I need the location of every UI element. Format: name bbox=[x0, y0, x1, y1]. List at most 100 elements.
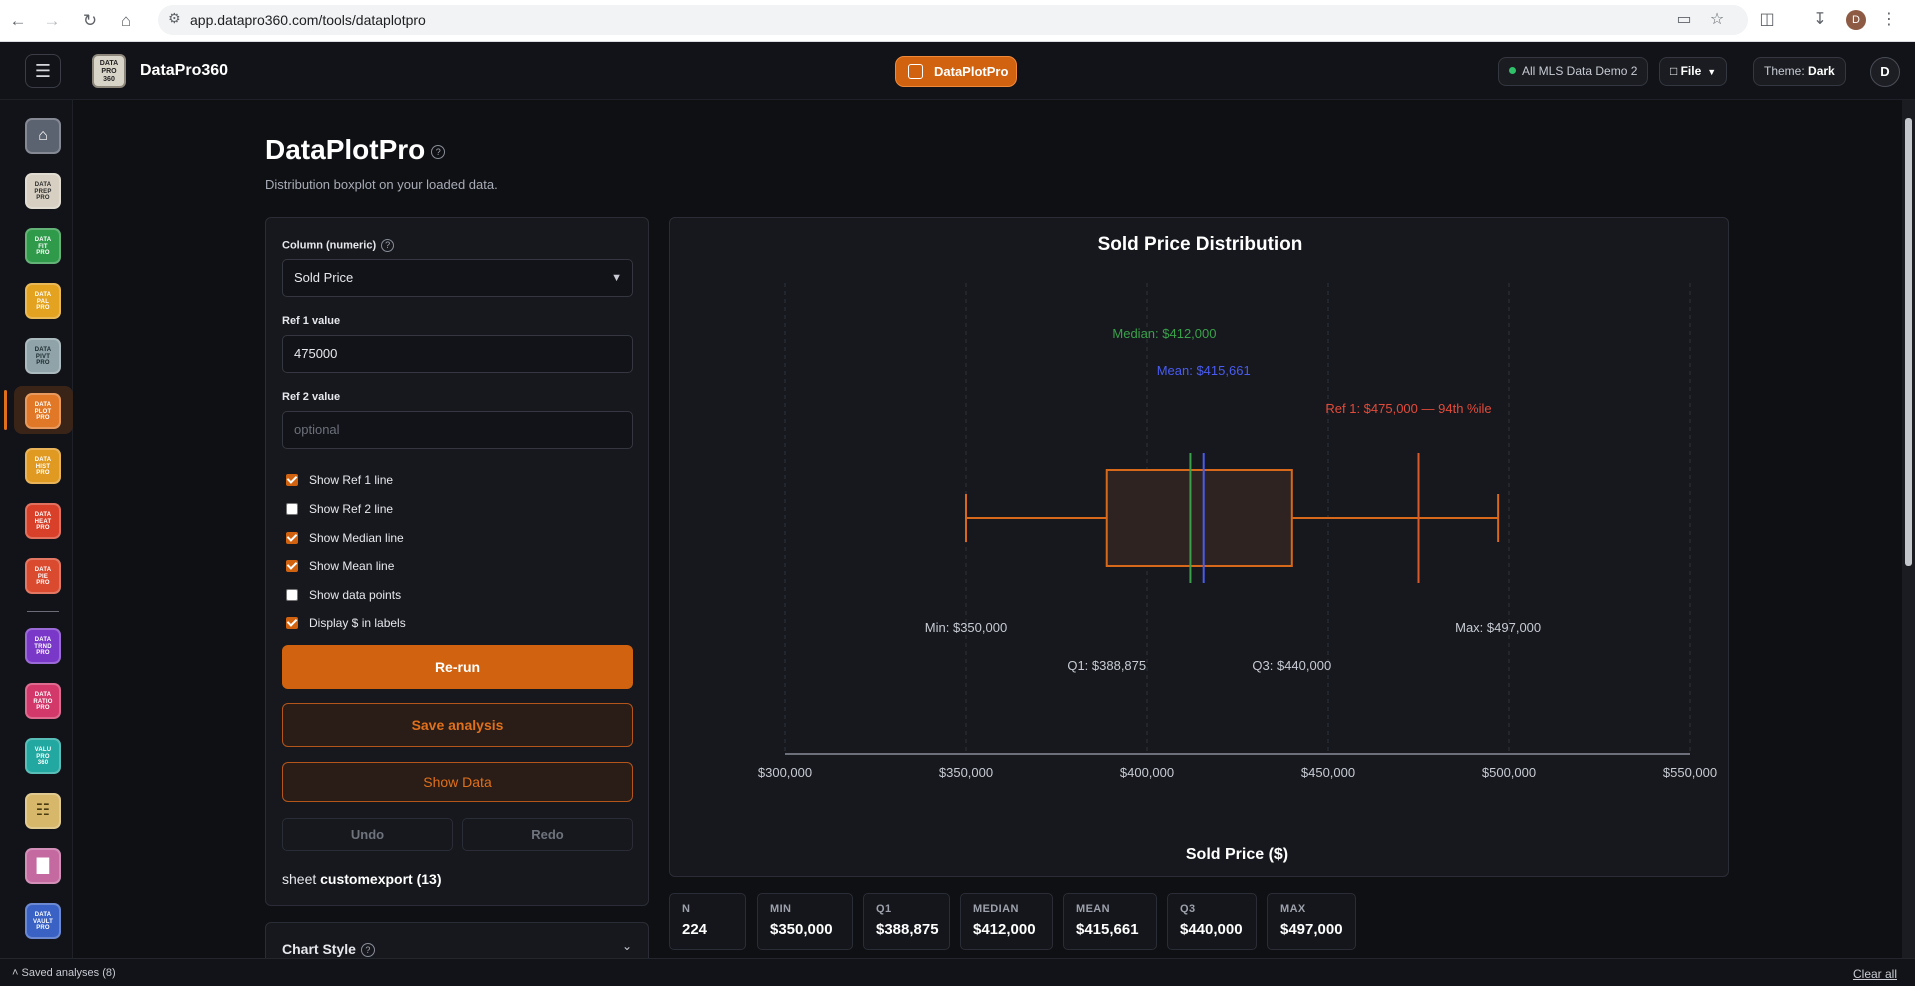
chevron-down-icon: ▼ bbox=[611, 272, 622, 284]
sidebar-item-data-heat-pro[interactable]: DATA HEAT PRO bbox=[25, 503, 61, 539]
app-header: ☰ DATA PRO 360 DataPro360 DataPlotPro Al… bbox=[0, 42, 1915, 100]
x-tick-label: $400,000 bbox=[1120, 765, 1174, 780]
column-help-icon[interactable]: ? bbox=[381, 239, 395, 252]
q1-label: Q1: $388,875 bbox=[1067, 658, 1146, 673]
x-axis-label: Sold Price ($) bbox=[1186, 846, 1288, 863]
checkbox[interactable] bbox=[286, 617, 298, 629]
sidebar-item-report-builder[interactable]: ☷ bbox=[25, 793, 61, 829]
sidebar-item-data-pal-pro[interactable]: DATA PAL PRO bbox=[25, 283, 61, 319]
sidebar-item-bar-report[interactable]: ▇ bbox=[25, 848, 61, 884]
checkbox[interactable] bbox=[286, 474, 298, 486]
ref1-input[interactable]: 475000 bbox=[282, 335, 633, 373]
brand-name: DataPro360 bbox=[140, 62, 229, 79]
x-tick-label: $500,000 bbox=[1482, 765, 1536, 780]
checkbox[interactable] bbox=[286, 589, 298, 601]
x-tick-label: $350,000 bbox=[939, 765, 993, 780]
sidebar-item-data-prep-pro[interactable]: DATA PREP PRO bbox=[25, 173, 61, 209]
saved-analyses-bar: ˄ Saved analyses (8) Clear all bbox=[0, 958, 1915, 986]
q3-label: Q3: $440,000 bbox=[1252, 658, 1331, 673]
ref2-label: Ref 2 value bbox=[282, 391, 341, 403]
grid-report-icon: ☷ bbox=[35, 802, 51, 819]
home-icon: ⌂ bbox=[38, 127, 48, 144]
sidebar-item-valu-pro-360[interactable]: VALU PRO 360 bbox=[25, 738, 61, 774]
mean-label: Mean: $415,661 bbox=[1157, 363, 1251, 378]
controls-panel: Column (numeric)? Sold Price ▼ Ref 1 val… bbox=[265, 217, 649, 906]
help-icon[interactable]: ? bbox=[431, 145, 446, 159]
back-icon[interactable]: ← bbox=[9, 11, 27, 30]
page-scrollbar[interactable] bbox=[1902, 100, 1915, 958]
browser-toolbar: ← → ↻ ⌂ ⚙ app.datapro360.com/tools/datap… bbox=[0, 0, 1915, 42]
sidebar-item-data-vault-pro[interactable]: DATA VAULT PRO bbox=[25, 903, 61, 939]
x-tick-label: $550,000 bbox=[1663, 765, 1717, 780]
chevron-up-icon: ˄ bbox=[12, 967, 19, 979]
file-icon: □ bbox=[1670, 64, 1681, 78]
stat-card-mean: MEAN $415,661 bbox=[1063, 893, 1157, 950]
sidebar-item-data-fit-pro[interactable]: DATA FIT PRO bbox=[25, 228, 61, 264]
site-settings-icon[interactable]: ⚙ bbox=[168, 10, 181, 26]
sidebar-item-data-pivt-pro[interactable]: DATA PIVT PRO bbox=[25, 338, 61, 374]
checkbox-label: Show data points bbox=[309, 588, 402, 602]
rerun-button[interactable]: Re-run bbox=[282, 645, 633, 689]
max-label: Max: $497,000 bbox=[1455, 620, 1541, 635]
sidebar-item-home[interactable]: ⌂ bbox=[25, 118, 61, 154]
extensions-icon[interactable]: ◫ bbox=[1759, 11, 1775, 28]
browser-profile-avatar[interactable]: D bbox=[1846, 10, 1866, 30]
stat-label: MIN bbox=[770, 903, 792, 915]
chart-style-help-icon[interactable]: ? bbox=[360, 943, 375, 958]
reload-icon[interactable]: ↻ bbox=[82, 11, 98, 30]
checkbox-label: Show Mean line bbox=[309, 559, 395, 573]
stat-card-max: MAX $497,000 bbox=[1267, 893, 1356, 950]
stat-card-q1: Q1 $388,875 bbox=[863, 893, 950, 950]
stat-value: $412,000 bbox=[973, 921, 1036, 938]
checkbox[interactable] bbox=[286, 560, 298, 572]
ref1-label: Ref 1 value bbox=[282, 315, 341, 327]
stat-card-q3: Q3 $440,000 bbox=[1167, 893, 1257, 950]
user-avatar[interactable]: D bbox=[1870, 57, 1900, 87]
sidebar-item-data-hist-pro[interactable]: DATA HIST PRO bbox=[25, 448, 61, 484]
stat-card-n: N 224 bbox=[669, 893, 746, 950]
checkbox[interactable] bbox=[286, 503, 298, 515]
url-text: app.datapro360.com/tools/dataplotpro bbox=[190, 12, 426, 28]
show-data-button[interactable]: Show Data bbox=[282, 762, 633, 802]
brand-logo: DATA PRO 360 bbox=[92, 54, 126, 88]
home-icon[interactable]: ⌂ bbox=[120, 11, 132, 30]
theme-toggle-button[interactable]: Theme: Dark bbox=[1753, 57, 1846, 86]
column-select[interactable]: Sold Price ▼ bbox=[282, 259, 633, 297]
stat-label: MEDIAN bbox=[973, 903, 1019, 915]
downloads-icon[interactable]: ↧ bbox=[1813, 11, 1827, 28]
stat-value: 224 bbox=[682, 921, 708, 938]
sidebar-item-data-plot-pro[interactable]: DATA PLOT PRO bbox=[25, 393, 61, 429]
stat-value: $440,000 bbox=[1180, 921, 1243, 938]
address-bar[interactable]: ⚙ app.datapro360.com/tools/dataplotpro bbox=[158, 5, 1748, 35]
file-menu-button[interactable]: □ File ▼ bbox=[1659, 57, 1728, 86]
scrollbar-thumb[interactable] bbox=[1905, 118, 1912, 566]
stat-label: Q3 bbox=[1180, 903, 1196, 915]
hamburger-menu-icon[interactable]: ☰ bbox=[25, 54, 61, 88]
active-app-pill[interactable]: DataPlotPro bbox=[895, 56, 1017, 87]
iqr-box bbox=[1105, 469, 1293, 567]
bookmark-star-icon[interactable]: ☆ bbox=[1709, 11, 1725, 28]
x-tick-label: $450,000 bbox=[1301, 765, 1355, 780]
dataset-chip[interactable]: All MLS Data Demo 2 bbox=[1498, 57, 1649, 86]
chevron-down-icon[interactable]: ⌄ bbox=[621, 939, 632, 953]
saved-analyses-toggle[interactable]: ˄ Saved analyses (8) bbox=[12, 967, 116, 979]
save-analysis-button[interactable]: Save analysis bbox=[282, 703, 633, 747]
stat-value: $388,875 bbox=[876, 921, 939, 938]
undo-button[interactable]: Undo bbox=[282, 818, 453, 851]
status-dot-icon bbox=[1509, 67, 1516, 74]
checkbox[interactable] bbox=[286, 532, 298, 544]
browser-menu-icon[interactable]: ⋮ bbox=[1881, 11, 1897, 28]
redo-button[interactable]: Redo bbox=[462, 818, 633, 851]
ref1-label: Ref 1: $475,000 — 94th %ile bbox=[1325, 401, 1491, 416]
sidebar-item-data-ratio-pro[interactable]: DATA RATIO PRO bbox=[25, 683, 61, 719]
app-sidebar: ⌂ DATA PREP PRO DATA FIT PRO DATA PAL PRO DATA PIVT… bbox=[0, 100, 73, 958]
clear-all-link[interactable]: Clear all bbox=[1852, 967, 1897, 981]
forward-icon[interactable]: → bbox=[43, 11, 61, 30]
sidebar-item-data-pie-pro[interactable]: DATA PIE PRO bbox=[25, 558, 61, 594]
sidebar-item-data-trnd-pro[interactable]: DATA TRND PRO bbox=[25, 628, 61, 664]
sheet-info: sheet customexport (13) bbox=[282, 871, 442, 887]
stat-value: $497,000 bbox=[1280, 921, 1343, 938]
ref2-input[interactable]: optional bbox=[282, 411, 633, 449]
stat-card-median: MEDIAN $412,000 bbox=[960, 893, 1053, 950]
install-app-icon[interactable]: ▭ bbox=[1676, 11, 1692, 28]
